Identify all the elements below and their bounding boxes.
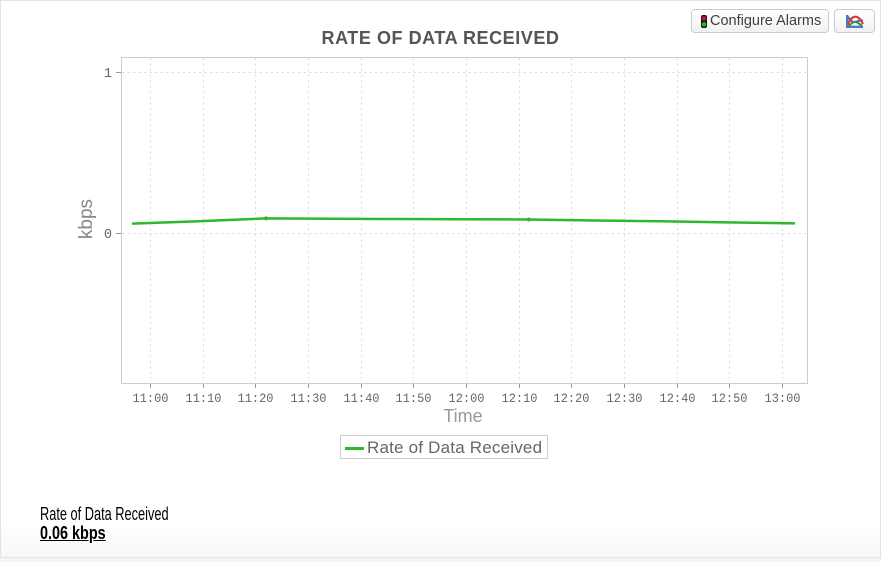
svg-text:11:50: 11:50 (396, 391, 432, 406)
svg-text:12:10: 12:10 (502, 391, 538, 406)
svg-text:11:10: 11:10 (186, 391, 222, 406)
svg-text:kbps: kbps (76, 199, 97, 239)
svg-text:Time: Time (443, 406, 482, 426)
svg-text:11:00: 11:00 (133, 391, 169, 406)
svg-text:12:50: 12:50 (712, 391, 748, 406)
svg-text:13:00: 13:00 (765, 391, 801, 406)
svg-text:11:30: 11:30 (291, 391, 327, 406)
svg-text:0: 0 (104, 228, 112, 243)
svg-text:12:00: 12:00 (449, 391, 485, 406)
svg-text:11:20: 11:20 (238, 391, 274, 406)
svg-text:11:40: 11:40 (344, 391, 380, 406)
svg-text:12:30: 12:30 (607, 391, 643, 406)
svg-text:12:20: 12:20 (554, 391, 590, 406)
svg-text:12:40: 12:40 (660, 391, 696, 406)
svg-text:1: 1 (104, 67, 112, 82)
